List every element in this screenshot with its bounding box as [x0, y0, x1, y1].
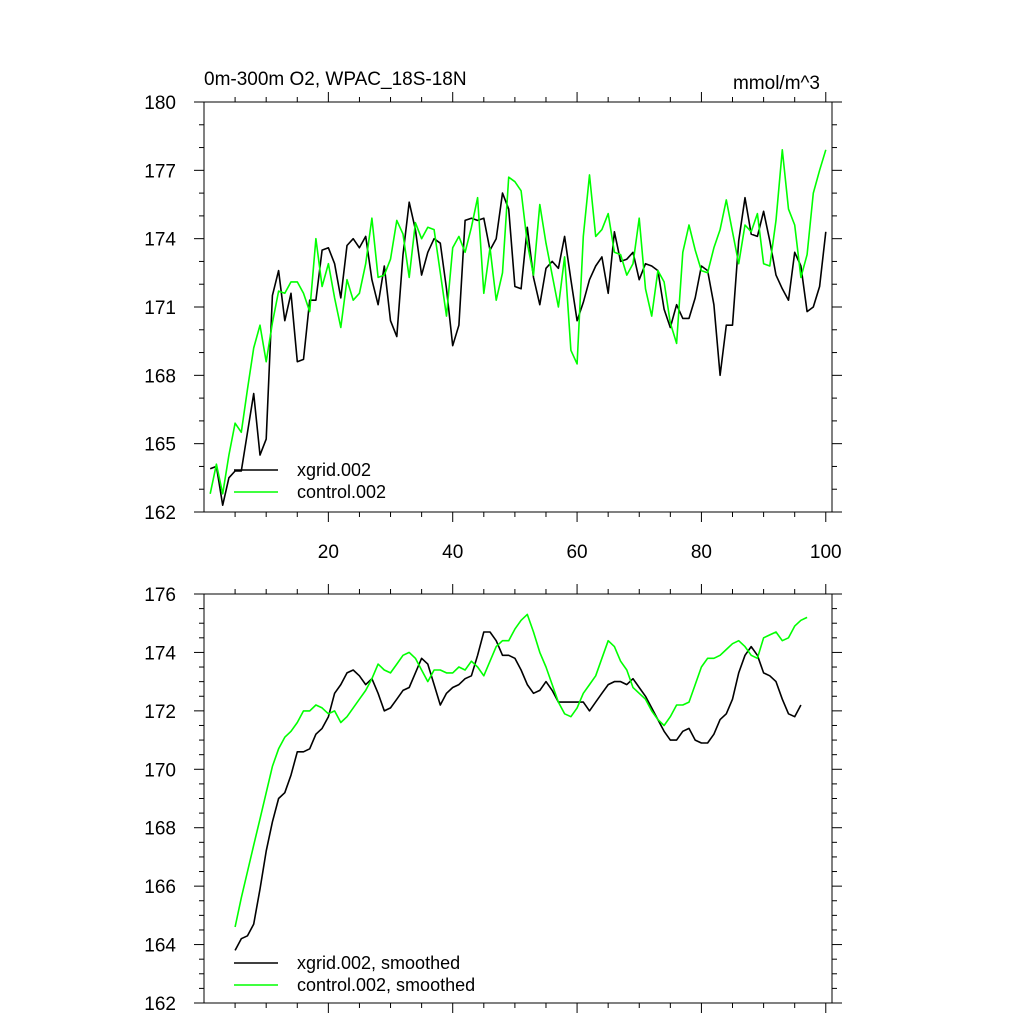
chart-title: 0m-300m O2, WPAC_18S-18N — [204, 69, 467, 90]
x-tick-label: 20 — [318, 542, 339, 563]
y-tick-label: 162 — [144, 503, 176, 524]
x-tick-label: 60 — [566, 542, 587, 563]
y-tick-label: 164 — [144, 936, 176, 957]
plot-frame — [203, 593, 833, 1004]
series-line-2 — [234, 613, 808, 928]
x-tick-label: 80 — [691, 542, 712, 563]
y-tick-label: 171 — [144, 298, 176, 319]
legend-label: control.002 — [297, 482, 386, 502]
y-tick-label: 168 — [144, 819, 176, 840]
legend-label: xgrid.002, smoothed — [297, 953, 460, 973]
chart-panel-1: 162 165 168 171 174 177 180 20 40 60 80 100 0m-300m … — [144, 69, 842, 563]
y-tick-label: 162 — [144, 994, 176, 1015]
series-line-2 — [209, 149, 827, 495]
units-label: mmol/m^3 — [733, 73, 820, 94]
x-tick-label: 100 — [810, 542, 842, 563]
legend-label: xgrid.002 — [297, 460, 371, 480]
y-tick-label: 166 — [144, 877, 176, 898]
y-tick-label: 176 — [144, 585, 176, 606]
y-tick-label: 168 — [144, 366, 176, 387]
y-tick-label: 172 — [144, 702, 176, 723]
y-tick-label: 174 — [144, 643, 176, 664]
y-tick-label: 174 — [144, 230, 176, 251]
y-tick-label: 170 — [144, 760, 176, 781]
legend-label: control.002, smoothed — [297, 975, 475, 995]
series-line-1 — [209, 192, 827, 507]
chart-panel-2: 162 164 166 168 170 172 174 176 xgrid.002, smoot… — [144, 584, 842, 1015]
x-tick-label: 40 — [442, 542, 463, 563]
series-line-1 — [234, 631, 802, 951]
y-tick-label: 180 — [144, 93, 176, 114]
y-tick-label: 177 — [144, 161, 176, 182]
y-tick-label: 165 — [144, 435, 176, 456]
plot-frame — [203, 101, 833, 513]
